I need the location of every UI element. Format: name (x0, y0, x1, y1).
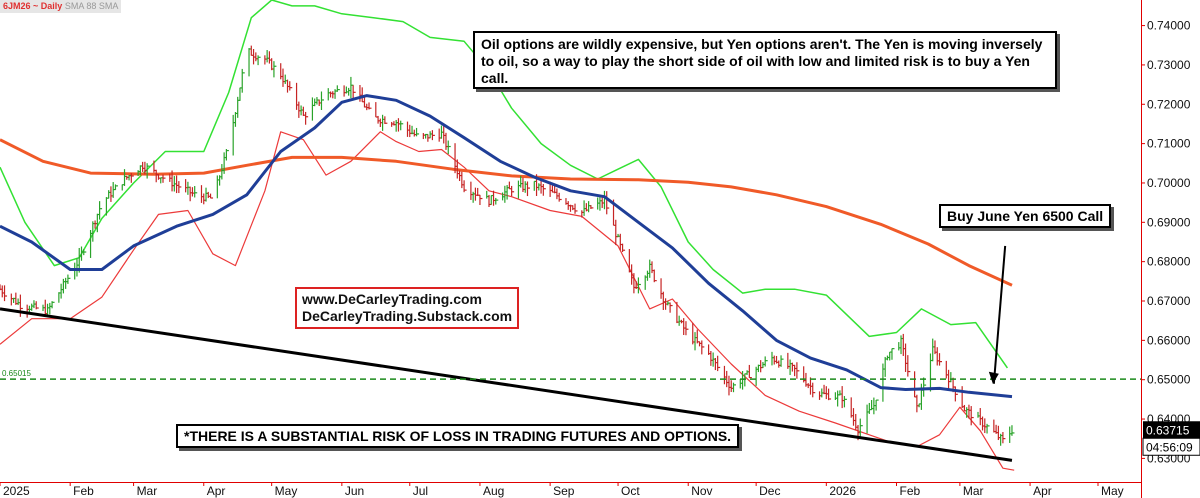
y-tick-label: 0.65000 (1147, 373, 1191, 387)
main-annotation-box: Oil options are wildly expensive, but Ye… (473, 31, 1057, 89)
y-tick-label: 0.73000 (1147, 58, 1191, 72)
x-tick-label: Jun (345, 484, 364, 498)
risk-disclaimer-box: *THERE IS A SUBSTANTIAL RISK OF LOSS IN … (176, 424, 740, 448)
countdown-tag (1142, 437, 1200, 456)
x-tick-label: Mar (137, 484, 158, 498)
x-tick-label: 2025 (3, 484, 30, 498)
countdown-label: 04:56:09 (1146, 440, 1193, 454)
y-tick-label: 0.72000 (1147, 97, 1191, 111)
x-tick-label: Apr (1033, 484, 1052, 498)
chart-header: 6JM26 ~ Daily SMA 88 SMA (0, 0, 122, 13)
x-tick-label: Sep (553, 484, 575, 498)
indicator-label: SMA 88 SMA (64, 1, 119, 11)
sma88-line (0, 138, 1013, 287)
last-price-label: 0.63715 (1146, 423, 1190, 437)
y-tick-label: 0.66000 (1147, 333, 1191, 347)
y-tick-label: 0.74000 (1147, 19, 1191, 33)
x-tick-label: Jul (413, 484, 428, 498)
website-link-1[interactable]: www.DeCarleyTrading.com (302, 291, 482, 307)
symbol-label: 6JM26 ~ Daily (3, 1, 63, 11)
website-box: www.DeCarleyTrading.com DeCarleyTrading.… (295, 287, 520, 329)
callout-arrow (992, 245, 1007, 384)
strike-line-label: 0.65015 (2, 369, 31, 378)
callout-arrowhead (988, 371, 999, 384)
x-tick-label: Apr (207, 484, 226, 498)
support-trendline (0, 307, 1013, 462)
x-tick-label: May (1101, 484, 1124, 498)
y-tick-label: 0.70000 (1147, 176, 1191, 190)
x-tick-label: Mar (963, 484, 984, 498)
x-tick-label: Oct (621, 484, 640, 498)
band_upper-line (0, 0, 1009, 369)
last-price-tag (1143, 421, 1200, 439)
x-tick-label: Nov (691, 484, 712, 498)
y-tick-label: 0.68000 (1147, 255, 1191, 269)
y-tick-label: 0.69000 (1147, 215, 1191, 229)
trade-label-box: Buy June Yen 6500 Call (939, 204, 1112, 228)
y-tick-label: 0.67000 (1147, 294, 1191, 308)
x-tick-label: 2026 (829, 484, 856, 498)
x-tick-label: May (275, 484, 298, 498)
x-tick-label: Feb (73, 484, 94, 498)
y-tick-label: 0.71000 (1147, 137, 1191, 151)
x-tick-label: Dec (759, 484, 780, 498)
website-link-2[interactable]: DeCarleyTrading.Substack.com (302, 308, 513, 324)
x-tick-label: Aug (483, 484, 504, 498)
x-tick-label: Feb (900, 484, 921, 498)
ma_blue-line (0, 94, 1013, 399)
